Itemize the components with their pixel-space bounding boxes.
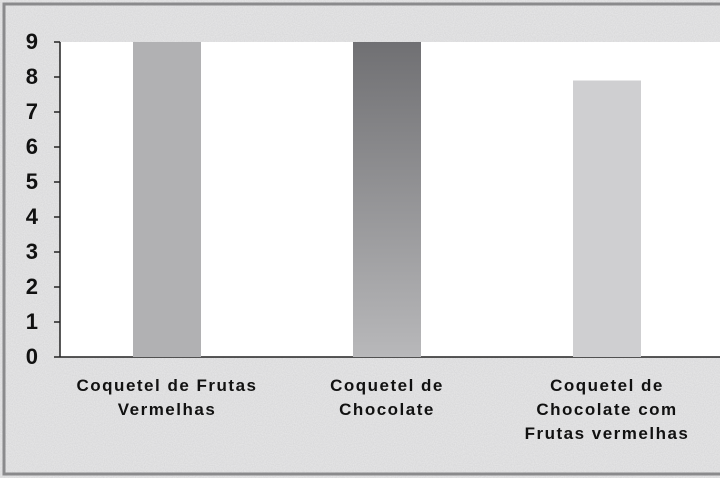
y-tick-label: 7 <box>26 99 38 124</box>
y-tick-label: 0 <box>26 344 38 369</box>
x-tick-label: Coquetel de Chocolate com Frutas vermelh… <box>524 376 690 443</box>
y-tick-label: 8 <box>26 64 38 89</box>
y-tick-label: 2 <box>26 274 38 299</box>
y-tick-label: 6 <box>26 134 38 159</box>
y-tick-label: 4 <box>26 204 39 229</box>
x-tick-label: Coquetel de Frutas Vermelhas <box>76 376 258 419</box>
y-tick-label: 5 <box>26 169 38 194</box>
bar <box>353 42 421 357</box>
y-tick-label: 1 <box>26 309 38 334</box>
bar <box>133 42 201 357</box>
y-tick-label: 3 <box>26 239 38 264</box>
bar <box>573 80 641 357</box>
x-tick-label: Coquetel de Chocolate <box>330 376 444 419</box>
y-tick-label: 9 <box>26 29 38 54</box>
